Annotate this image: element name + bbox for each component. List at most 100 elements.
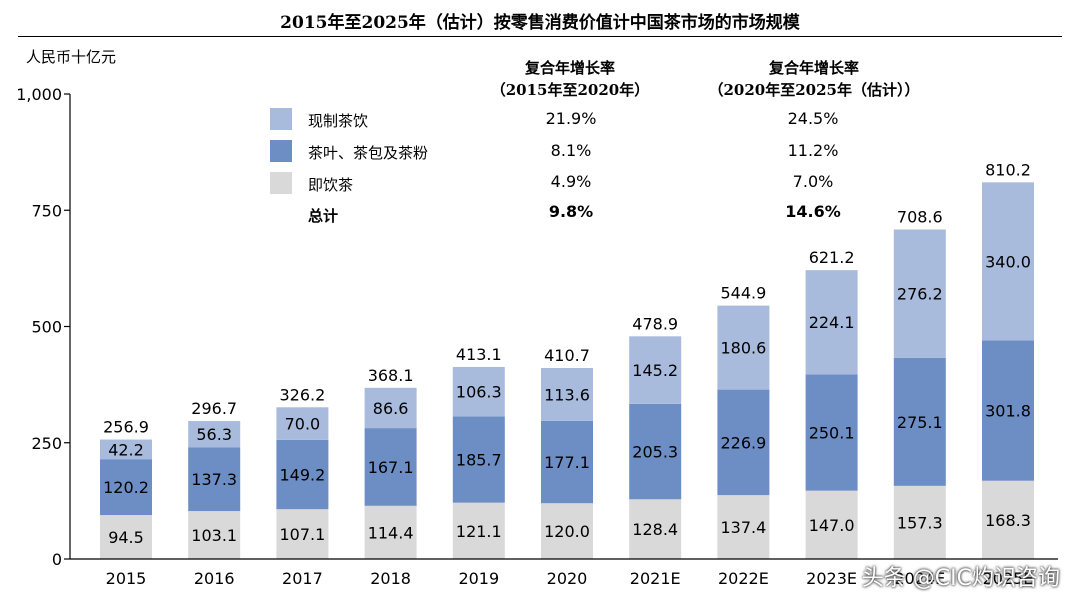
x-tick-label: 2018 — [370, 569, 411, 588]
data-label-segment-rtd-tea: 103.1 — [191, 526, 237, 545]
data-label-total: 544.9 — [720, 284, 766, 303]
data-label-total: 410.7 — [544, 346, 590, 365]
bar-segment-rtd-tea — [629, 499, 682, 559]
data-label-segment-rtd-tea: 168.3 — [985, 511, 1031, 530]
data-label-segment-tea-leaves: 275.1 — [897, 413, 943, 432]
data-label-segment-fresh-tea: 113.6 — [544, 385, 590, 404]
data-label-segment-tea-leaves: 205.3 — [632, 443, 678, 462]
bar-segment-fresh-tea — [629, 336, 682, 404]
data-label-segment-tea-leaves: 120.2 — [103, 478, 149, 497]
data-label-segment-fresh-tea: 276.2 — [897, 285, 943, 304]
y-tick-label: 0 — [52, 550, 62, 569]
chart-title: 2015年至2025年（估计）按零售消费价值计中国茶市场的市场规模 — [280, 13, 800, 33]
x-tick-label: 2016 — [194, 569, 235, 588]
data-label-segment-fresh-tea: 86.6 — [373, 399, 409, 418]
bar-segment-tea-leaves — [100, 459, 152, 516]
data-label-segment-fresh-tea: 42.2 — [108, 440, 144, 459]
data-label-total: 708.6 — [897, 208, 943, 227]
bar-segment-rtd-tea — [805, 490, 858, 559]
data-label-segment-tea-leaves: 250.1 — [809, 423, 855, 442]
x-tick-label: 2023E — [806, 569, 857, 588]
bar-segment-tea-leaves — [629, 403, 682, 500]
bar-segment-tea-leaves — [717, 389, 770, 496]
data-label-segment-tea-leaves: 149.2 — [279, 466, 325, 485]
data-label-total: 810.2 — [985, 160, 1031, 179]
bar-segment-tea-leaves — [982, 340, 1034, 481]
data-label-total: 413.1 — [456, 345, 502, 364]
data-label-segment-fresh-tea: 224.1 — [809, 313, 855, 332]
bar-segment-fresh-tea — [364, 387, 417, 429]
data-label-segment-fresh-tea: 56.3 — [196, 425, 232, 444]
x-tick-label: 2019 — [458, 569, 499, 588]
bar-segment-fresh-tea — [805, 270, 858, 375]
data-label-segment-tea-leaves: 137.3 — [191, 470, 237, 489]
bar-segment-tea-leaves — [188, 447, 241, 512]
data-label-segment-rtd-tea: 107.1 — [279, 525, 325, 544]
bar-stack-2018: 114.4 167.1 86.6 368.1 — [364, 366, 417, 559]
bar-stack-2016: 103.1 137.3 56.3 296.7 — [188, 399, 241, 559]
bar-stack-2020: 120.0 177.1 113.6 410.7 — [541, 346, 593, 559]
x-tick-label: 2022E — [718, 569, 769, 588]
data-label-segment-rtd-tea: 121.1 — [456, 522, 502, 541]
bar-segment-fresh-tea — [717, 305, 770, 390]
bar-segment-rtd-tea — [452, 502, 505, 559]
bar-segment-fresh-tea — [893, 229, 946, 358]
bar-segment-fresh-tea — [452, 366, 505, 417]
bar-stack-2019: 121.1 185.7 106.3 413.1 — [452, 345, 505, 559]
data-label-segment-tea-leaves: 301.8 — [985, 402, 1031, 421]
data-label-segment-fresh-tea: 106.3 — [456, 383, 502, 402]
bar-segment-rtd-tea — [982, 480, 1034, 559]
y-tick-label: 1,000 — [16, 85, 62, 104]
bar-segment-fresh-tea — [188, 421, 241, 448]
data-label-total: 256.9 — [103, 418, 149, 437]
data-label-segment-rtd-tea: 114.4 — [368, 523, 414, 542]
title-divider — [18, 36, 1062, 37]
data-label-total: 326.2 — [279, 385, 325, 404]
bar-stack-2024E: 157.3 275.1 276.2 708.6 — [893, 208, 946, 559]
y-tick-label: 750 — [31, 201, 62, 220]
bar-segment-tea-leaves — [364, 428, 417, 506]
y-tick-label: 500 — [31, 318, 62, 337]
y-tick-label: 250 — [31, 434, 62, 453]
bar-segment-fresh-tea — [982, 182, 1034, 341]
bar-segment-tea-leaves — [541, 420, 593, 504]
x-tick-label: 2024E — [894, 569, 945, 588]
watermark: 头条 @CIC灼识咨询 — [861, 566, 1060, 591]
data-label-total: 478.9 — [632, 314, 678, 333]
data-label-segment-tea-leaves: 177.1 — [544, 453, 590, 472]
bar-segment-tea-leaves — [805, 374, 858, 491]
bars: 94.5 120.2 42.2 256.9 103.1 137.3 56.3 296.7 107… — [100, 160, 1034, 559]
x-tick-label: 2020 — [547, 569, 588, 588]
bar-stack-2022E: 137.4 226.9 180.6 544.9 — [717, 284, 770, 559]
bar-segment-rtd-tea — [717, 495, 770, 559]
bar-segment-rtd-tea — [188, 511, 241, 559]
bar-segment-tea-leaves — [452, 416, 505, 503]
bar-segment-tea-leaves — [893, 357, 946, 486]
data-label-segment-rtd-tea: 157.3 — [897, 513, 943, 532]
x-axis: 2015 2016 2017 2018 2019 2020 2021E 2022E 2023E 2… — [70, 558, 1058, 588]
bar-segment-rtd-tea — [364, 505, 417, 559]
bar-segment-rtd-tea — [541, 503, 593, 559]
x-tick-label: 2015 — [106, 569, 147, 588]
x-tick-label: 2017 — [282, 569, 323, 588]
bar-stack-2017: 107.1 149.2 70.0 326.2 — [276, 385, 329, 559]
data-label-total: 296.7 — [191, 399, 237, 418]
bar-stack-2025E: 168.3 301.8 340.0 810.2 — [982, 160, 1034, 559]
data-label-segment-rtd-tea: 128.4 — [632, 520, 678, 539]
bar-stack-2023E: 147.0 250.1 224.1 621.2 — [805, 248, 858, 559]
bar-segment-rtd-tea — [100, 515, 152, 559]
data-label-segment-rtd-tea: 147.0 — [809, 516, 855, 535]
data-label-segment-rtd-tea: 94.5 — [108, 528, 144, 547]
bar-stack-2015: 94.5 120.2 42.2 256.9 — [100, 418, 152, 559]
bar-segment-fresh-tea — [276, 407, 329, 440]
data-label-total: 368.1 — [368, 366, 414, 385]
x-tick-label: 2021E — [630, 569, 681, 588]
data-label-segment-tea-leaves: 185.7 — [456, 451, 502, 470]
bar-segment-tea-leaves — [276, 439, 329, 510]
bar-segment-rtd-tea — [893, 485, 946, 559]
data-label-segment-fresh-tea: 180.6 — [720, 339, 766, 358]
bar-segment-fresh-tea — [541, 368, 593, 421]
data-label-segment-rtd-tea: 120.0 — [544, 522, 590, 541]
data-label-segment-tea-leaves: 226.9 — [720, 433, 766, 452]
